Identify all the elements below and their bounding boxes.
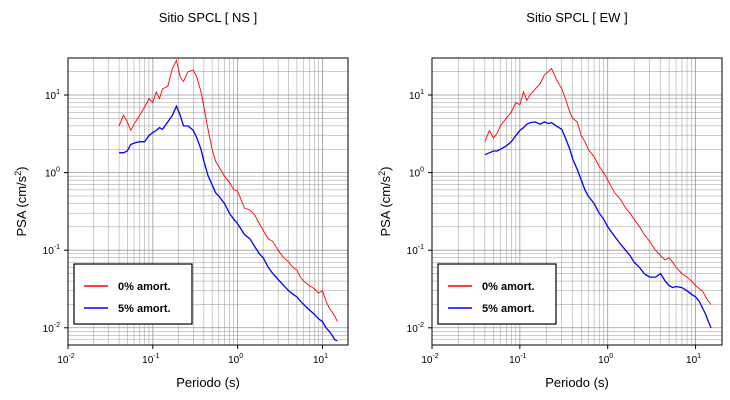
x-tick-label: 10-2	[421, 353, 438, 366]
x-tick-exp: 0	[239, 353, 243, 360]
y-tick-label: 101	[45, 89, 60, 102]
x-tick-exp: 1	[324, 353, 328, 360]
x-tick-exp: -2	[432, 353, 438, 360]
y-tick-exp: -1	[54, 244, 60, 251]
plot-frame	[67, 57, 349, 346]
x-tick-label: 10-1	[142, 353, 159, 366]
y-axis-label: PSA (cm/s2)	[377, 166, 393, 236]
legend: 0% amort. 5% amort.	[437, 263, 557, 325]
series-line-blue	[119, 104, 338, 342]
y-tick-label: 10-1	[43, 244, 60, 257]
series-line-red	[484, 67, 712, 305]
series-line-blue	[484, 121, 712, 329]
y-tick-base: 10	[409, 91, 421, 102]
legend-label: 5% amort.	[482, 303, 535, 315]
x-tick-exp: -1	[520, 353, 526, 360]
y-tick-base: 10	[409, 169, 421, 180]
y-tick-base: 10	[407, 324, 419, 335]
y-tick-base: 10	[43, 246, 55, 257]
x-tick-exp: -2	[68, 353, 74, 360]
series-line-red	[118, 58, 338, 322]
legend-label: 5% amort.	[118, 303, 171, 315]
y-axis-label-sup: 2	[377, 171, 387, 176]
y-axis-label-end: )	[378, 166, 393, 170]
y-tick-label: 10-1	[407, 244, 424, 257]
legend-label: 0% amort.	[118, 281, 171, 293]
legend-box	[73, 263, 193, 325]
y-tick-exp: -1	[418, 244, 424, 251]
y-tick-label: 101	[409, 89, 424, 102]
y-tick-base: 10	[45, 169, 57, 180]
x-tick-base: 10	[598, 355, 610, 366]
y-tick-exp: 0	[420, 167, 424, 174]
plot-frame	[431, 57, 723, 346]
x-tick-label: 100	[598, 353, 613, 366]
y-tick-exp: 1	[420, 89, 424, 96]
x-tick-base: 10	[421, 355, 433, 366]
x-tick-base: 10	[509, 355, 521, 366]
chart-title: Sitio SPCL [ EW ]	[526, 10, 627, 25]
x-tick-label: 100	[228, 353, 243, 366]
legend-label: 0% amort.	[482, 281, 535, 293]
x-axis-label: Periodo (s)	[176, 375, 240, 390]
y-axis-label-main: PSA (cm/s	[378, 175, 393, 236]
y-tick-exp: 0	[56, 167, 60, 174]
y-axis-label: PSA (cm/s2)	[13, 166, 29, 236]
y-axis-label-end: )	[14, 166, 29, 170]
y-tick-label: 100	[409, 167, 424, 180]
y-tick-label: 10-2	[43, 322, 60, 335]
x-tick-label: 101	[686, 353, 701, 366]
y-tick-exp: 1	[56, 89, 60, 96]
x-tick-label: 101	[313, 353, 328, 366]
x-tick-exp: 0	[609, 353, 613, 360]
y-axis-label-sup: 2	[13, 171, 23, 176]
y-tick-exp: -2	[54, 322, 60, 329]
x-tick-label: 10-1	[509, 353, 526, 366]
x-tick-base: 10	[142, 355, 154, 366]
y-tick-exp: -2	[418, 322, 424, 329]
x-tick-base: 10	[228, 355, 240, 366]
y-tick-base: 10	[407, 246, 419, 257]
y-tick-label: 100	[45, 167, 60, 180]
x-tick-exp: -1	[153, 353, 159, 360]
x-tick-base: 10	[57, 355, 69, 366]
chart-title: Sitio SPCL [ NS ]	[159, 10, 258, 25]
y-axis-label-main: PSA (cm/s	[14, 175, 29, 236]
x-tick-base: 10	[313, 355, 325, 366]
x-axis-label: Periodo (s)	[545, 375, 609, 390]
legend-box	[437, 263, 557, 325]
x-tick-base: 10	[686, 355, 698, 366]
y-tick-base: 10	[43, 324, 55, 335]
x-tick-label: 10-2	[57, 353, 74, 366]
x-tick-exp: 1	[697, 353, 701, 360]
y-tick-base: 10	[45, 91, 57, 102]
legend: 0% amort. 5% amort.	[73, 263, 193, 325]
y-tick-label: 10-2	[407, 322, 424, 335]
